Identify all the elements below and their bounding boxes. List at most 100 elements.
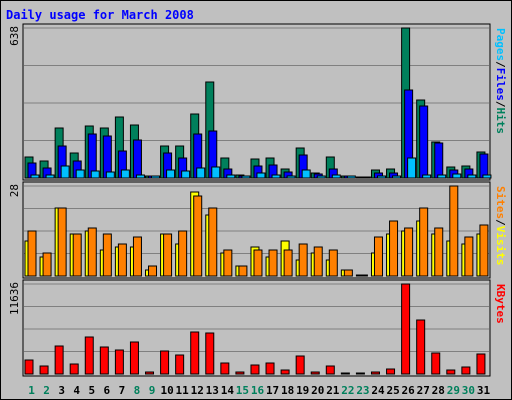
bar-pages-day-25 xyxy=(392,175,402,179)
bar-sites-day-7 xyxy=(117,243,127,277)
bar-sites-day-27 xyxy=(419,207,429,277)
day-label-31: 31 xyxy=(477,384,491,397)
bar-kbytes-day-7 xyxy=(114,349,124,375)
day-label-6: 6 xyxy=(104,384,111,397)
bar-sites-day-2 xyxy=(42,252,52,277)
bar-sites-day-8 xyxy=(132,236,142,277)
bar-pages-day-3 xyxy=(60,165,70,179)
bar-pages-day-10 xyxy=(166,169,176,179)
day-label-27: 27 xyxy=(417,384,430,397)
bar-sites-day-12 xyxy=(193,195,203,277)
bar-sites-day-11 xyxy=(178,230,188,277)
bar-kbytes-day-25 xyxy=(386,368,396,375)
bar-kbytes-day-5 xyxy=(84,336,94,375)
bar-sites-day-22 xyxy=(343,269,353,277)
bar-kbytes-day-18 xyxy=(280,369,290,375)
bar-sites-day-10 xyxy=(163,233,173,277)
bar-files-day-27 xyxy=(419,105,429,179)
bar-pages-day-24 xyxy=(376,175,386,179)
panel-right-label: Sites/Visits xyxy=(494,186,507,266)
day-label-25: 25 xyxy=(386,384,399,397)
bar-sites-day-24 xyxy=(373,236,383,277)
bar-sites-day-13 xyxy=(208,207,218,277)
day-label-11: 11 xyxy=(176,384,190,397)
bar-pages-day-30 xyxy=(467,174,477,179)
day-label-17: 17 xyxy=(266,384,279,397)
bar-sites-day-4 xyxy=(72,233,82,277)
bar-pages-day-12 xyxy=(196,167,206,179)
day-label-16: 16 xyxy=(251,384,265,397)
chart-title: Daily usage for March 2008 xyxy=(6,8,194,22)
bar-kbytes-day-27 xyxy=(416,319,426,375)
bar-sites-day-23 xyxy=(358,274,368,277)
day-label-9: 9 xyxy=(149,384,156,397)
day-label-4: 4 xyxy=(73,384,80,397)
day-label-20: 20 xyxy=(311,384,324,397)
day-label-15: 15 xyxy=(236,384,249,397)
bar-kbytes-day-26 xyxy=(401,283,411,375)
bar-files-day-28 xyxy=(434,142,444,179)
bar-kbytes-day-1 xyxy=(24,359,34,375)
bar-pages-day-4 xyxy=(75,169,85,179)
bar-sites-day-21 xyxy=(328,249,338,277)
day-label-29: 29 xyxy=(447,384,460,397)
legend-slash: / xyxy=(494,219,507,226)
bar-sites-day-14 xyxy=(223,249,233,277)
legend-files: Files xyxy=(494,68,507,101)
bar-kbytes-day-3 xyxy=(54,345,64,375)
bar-pages-day-18 xyxy=(286,175,296,179)
bar-pages-day-21 xyxy=(331,174,341,179)
bar-kbytes-day-19 xyxy=(295,355,305,375)
bar-pages-day-11 xyxy=(181,170,191,179)
bar-kbytes-day-2 xyxy=(39,365,49,375)
bar-kbytes-day-24 xyxy=(370,371,380,375)
bar-sites-day-3 xyxy=(57,207,67,277)
day-label-8: 8 xyxy=(134,384,141,397)
bar-pages-day-29 xyxy=(452,173,462,179)
day-label-13: 13 xyxy=(206,384,219,397)
bar-kbytes-day-22 xyxy=(340,372,350,375)
bar-kbytes-day-6 xyxy=(99,346,109,375)
legend-pages: Pages xyxy=(494,28,507,61)
bar-kbytes-day-20 xyxy=(310,371,320,375)
day-label-18: 18 xyxy=(281,384,294,397)
bar-kbytes-day-16 xyxy=(250,364,260,375)
bar-sites-day-5 xyxy=(87,227,97,277)
y-max-label: 28 xyxy=(8,184,21,197)
bar-pages-day-7 xyxy=(120,169,130,179)
bar-kbytes-day-28 xyxy=(431,352,441,375)
bar-pages-day-22 xyxy=(346,175,356,179)
bar-pages-day-28 xyxy=(437,174,447,179)
bar-kbytes-day-11 xyxy=(175,354,185,375)
bar-sites-day-20 xyxy=(313,246,323,277)
bar-pages-day-9 xyxy=(151,175,161,179)
bar-kbytes-day-30 xyxy=(461,366,471,375)
day-label-14: 14 xyxy=(221,384,235,397)
bar-kbytes-day-13 xyxy=(205,332,215,375)
day-label-26: 26 xyxy=(402,384,416,397)
bar-pages-day-17 xyxy=(271,174,281,179)
day-label-22: 22 xyxy=(341,384,354,397)
panel-right-label: KBytes xyxy=(494,284,507,324)
legend-hits: Hits xyxy=(494,108,507,135)
day-label-1: 1 xyxy=(28,384,35,397)
bar-kbytes-day-29 xyxy=(446,369,456,375)
legend-slash: / xyxy=(494,101,507,108)
bar-sites-day-19 xyxy=(298,243,308,277)
y-max-label: 11636 xyxy=(8,282,21,315)
bar-pages-day-13 xyxy=(211,166,221,179)
day-label-28: 28 xyxy=(432,384,445,397)
bar-sites-day-26 xyxy=(404,227,414,277)
bar-pages-day-6 xyxy=(105,171,115,179)
panel-right-label: Pages/Files/Hits xyxy=(494,28,507,134)
bar-pages-day-8 xyxy=(135,174,145,179)
bar-sites-day-30 xyxy=(464,236,474,277)
bar-pages-day-1 xyxy=(30,174,40,179)
bar-kbytes-day-23 xyxy=(355,372,365,375)
day-label-10: 10 xyxy=(160,384,173,397)
bar-files-day-31 xyxy=(479,153,489,179)
bar-pages-day-26 xyxy=(407,157,417,179)
day-label-2: 2 xyxy=(43,384,50,397)
bar-sites-day-1 xyxy=(27,230,37,277)
